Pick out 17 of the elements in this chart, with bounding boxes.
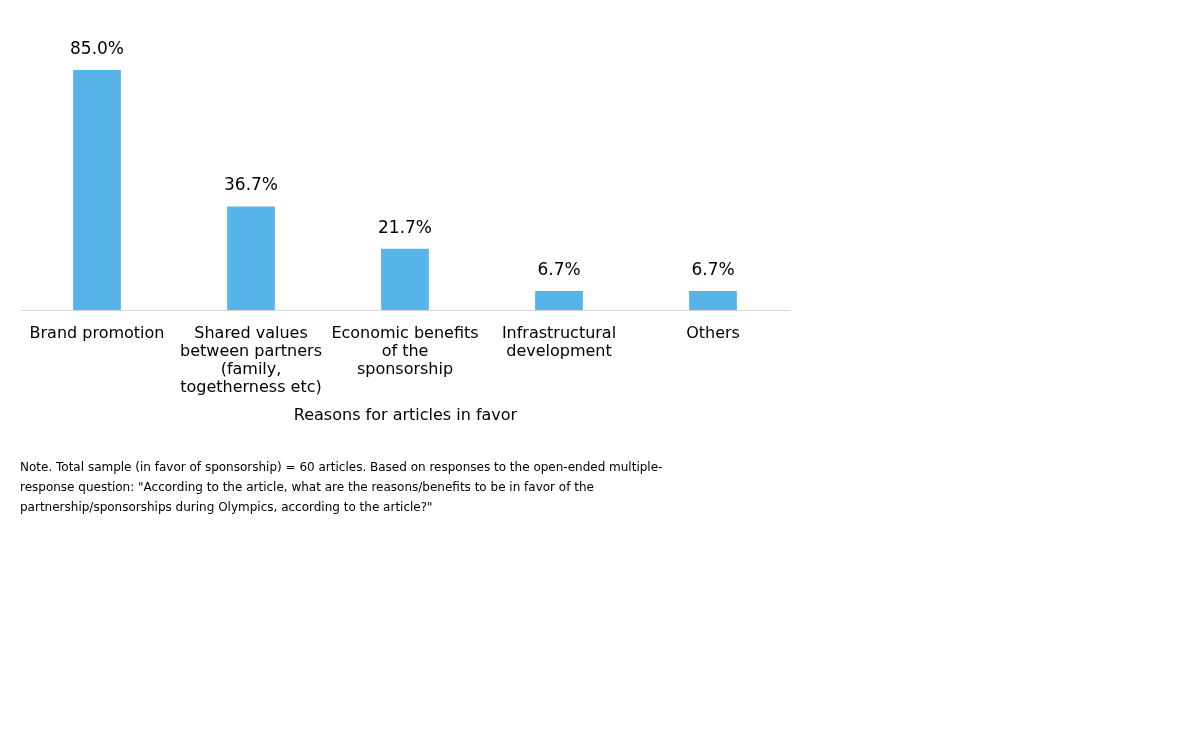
x-tick-label: Economic benefits of the sponsorship — [331, 322, 479, 378]
bar — [535, 291, 583, 310]
x-tick-label: Shared values between partners (family, togetherness etc) — [180, 322, 322, 396]
bar — [73, 70, 121, 310]
data-label: 85.0% — [69, 38, 125, 58]
x-tick-label: Others — [686, 322, 740, 342]
bar — [689, 291, 737, 310]
data-label: 21.7% — [377, 216, 433, 237]
data-label: 6.7% — [537, 259, 581, 280]
data-label: 36.7% — [223, 174, 279, 195]
bar — [227, 206, 275, 310]
x-tick-label: Brand promotion — [29, 322, 165, 342]
bar — [381, 248, 429, 310]
x-tick-label: Infrastructural development — [501, 322, 617, 360]
text: Note. Total sample (in favor of sponsorship) = 60 articles. Based on responses to the open-ended multiple-response question: "According to the article, what are the reasons/benefits to be in favor of the partnership/sponsorships during Olympics, according to the article?" — [20, 460, 663, 514]
x-axis-title: Reasons for articles in favor — [293, 404, 518, 424]
data-label: 6.7% — [691, 259, 735, 280]
